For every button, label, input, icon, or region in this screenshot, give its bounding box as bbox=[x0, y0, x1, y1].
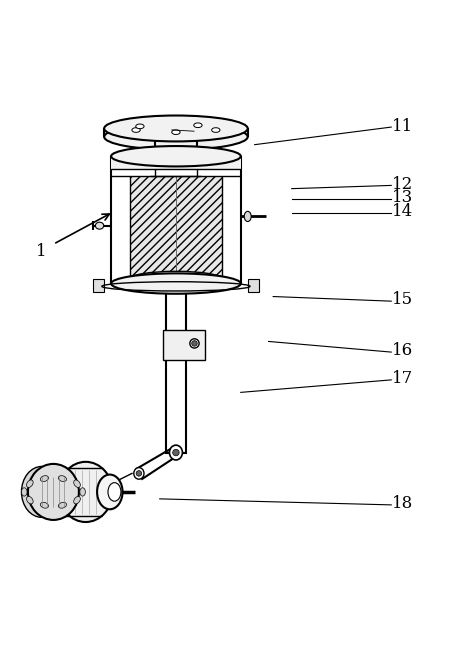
Text: 17: 17 bbox=[392, 370, 413, 387]
Circle shape bbox=[136, 470, 142, 476]
Text: 16: 16 bbox=[392, 343, 413, 359]
Text: 18: 18 bbox=[392, 495, 413, 512]
Text: 13: 13 bbox=[392, 189, 413, 207]
Ellipse shape bbox=[40, 476, 49, 482]
Bar bbox=[59, 468, 102, 516]
Ellipse shape bbox=[74, 496, 81, 504]
Ellipse shape bbox=[74, 480, 81, 488]
Ellipse shape bbox=[190, 339, 199, 348]
Bar bbox=[111, 157, 241, 169]
Ellipse shape bbox=[21, 466, 62, 517]
Bar bbox=[93, 279, 104, 292]
Text: 1: 1 bbox=[37, 243, 47, 260]
Ellipse shape bbox=[58, 476, 67, 482]
Ellipse shape bbox=[172, 130, 180, 134]
Ellipse shape bbox=[26, 496, 33, 504]
Ellipse shape bbox=[21, 488, 27, 496]
Bar bbox=[248, 279, 259, 292]
Bar bbox=[176, 176, 222, 279]
Text: 14: 14 bbox=[392, 203, 413, 220]
Bar bbox=[163, 330, 205, 360]
Circle shape bbox=[192, 341, 197, 346]
Ellipse shape bbox=[28, 464, 79, 520]
Bar bbox=[130, 176, 176, 279]
Ellipse shape bbox=[111, 274, 241, 294]
Ellipse shape bbox=[80, 488, 85, 496]
Ellipse shape bbox=[244, 211, 251, 221]
Ellipse shape bbox=[95, 222, 104, 229]
Text: 11: 11 bbox=[392, 118, 413, 134]
Ellipse shape bbox=[194, 123, 202, 128]
Bar bbox=[166, 290, 186, 452]
Text: 12: 12 bbox=[392, 175, 413, 193]
Ellipse shape bbox=[134, 468, 144, 479]
Ellipse shape bbox=[169, 445, 182, 460]
Ellipse shape bbox=[97, 474, 123, 509]
Ellipse shape bbox=[132, 128, 140, 132]
Ellipse shape bbox=[104, 116, 248, 141]
Ellipse shape bbox=[212, 128, 220, 132]
Ellipse shape bbox=[136, 124, 144, 128]
Text: 15: 15 bbox=[392, 291, 413, 308]
Circle shape bbox=[173, 450, 179, 456]
Ellipse shape bbox=[26, 480, 33, 488]
Ellipse shape bbox=[40, 502, 49, 508]
Ellipse shape bbox=[104, 124, 248, 150]
Ellipse shape bbox=[108, 482, 121, 501]
Ellipse shape bbox=[111, 146, 241, 167]
Ellipse shape bbox=[58, 502, 67, 508]
Ellipse shape bbox=[130, 272, 222, 286]
Ellipse shape bbox=[59, 462, 113, 522]
